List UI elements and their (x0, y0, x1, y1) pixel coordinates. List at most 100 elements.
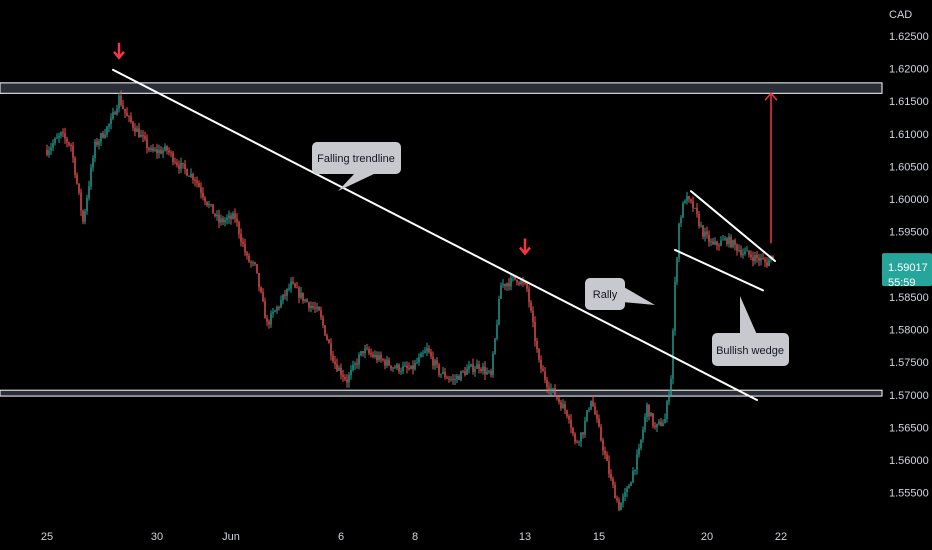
time-tick-label: 13 (519, 531, 531, 543)
trendline-2[interactable] (690, 190, 776, 262)
candle (624, 488, 626, 502)
candle (66, 136, 68, 148)
candle (60, 131, 62, 139)
time-tick-label: 25 (41, 531, 53, 543)
candle (234, 208, 236, 223)
candle (70, 143, 72, 152)
candle (480, 367, 482, 374)
candle (332, 350, 334, 364)
candle (604, 446, 606, 460)
candle (504, 283, 506, 290)
candle (476, 359, 478, 370)
candle (336, 358, 338, 372)
candle (568, 414, 570, 424)
candle (584, 416, 586, 438)
candle (744, 247, 746, 256)
candle (86, 194, 88, 215)
candle (140, 129, 142, 138)
horizontal-zone-1[interactable] (0, 82, 883, 94)
candle (660, 417, 662, 427)
candle (402, 361, 404, 374)
candle (404, 361, 406, 368)
candle (574, 432, 576, 445)
candle (144, 131, 146, 142)
candle (708, 230, 710, 247)
time-tick-label: 20 (701, 531, 713, 543)
candle (128, 115, 130, 123)
candle (380, 351, 382, 363)
candle (422, 350, 424, 358)
candle (544, 367, 546, 384)
trendline-1[interactable] (112, 68, 758, 401)
candle (212, 204, 214, 214)
price-axis[interactable]: CAD 1.625001.620001.615001.610001.605001… (889, 9, 929, 500)
candle (132, 120, 134, 132)
candle (742, 248, 744, 259)
candle (344, 374, 346, 381)
candle (612, 476, 614, 489)
horizontal-zone-2[interactable] (0, 389, 883, 397)
candle (512, 275, 514, 282)
candle (614, 481, 616, 499)
candle (74, 156, 76, 179)
candle (330, 338, 332, 361)
candle (242, 237, 244, 248)
candle (750, 250, 752, 261)
candle (366, 343, 368, 351)
candle (306, 298, 308, 303)
candle (94, 139, 96, 163)
candle (80, 188, 82, 216)
price-tick-label: 1.62500 (889, 31, 929, 43)
candle (726, 236, 728, 247)
price-tick-label: 1.58500 (889, 292, 929, 304)
candle (156, 143, 158, 159)
callout-bullish-wedge[interactable]: Bullish wedge (712, 296, 789, 366)
candle (596, 410, 598, 423)
time-axis[interactable]: 25 30 Jun 6 8 13 15 20 22 (41, 531, 787, 543)
candle (326, 333, 328, 341)
trendline-3[interactable] (674, 248, 764, 292)
candle (112, 107, 114, 121)
candle (154, 147, 156, 152)
candle (130, 112, 132, 124)
callout-falling-trendline[interactable]: Falling trendline (312, 142, 401, 191)
candle (54, 137, 56, 146)
candle (576, 439, 578, 444)
candle (572, 426, 574, 437)
candle (756, 250, 758, 263)
candle (260, 286, 262, 294)
candle (230, 212, 232, 225)
candle (176, 158, 178, 168)
price-tick-label: 1.58000 (889, 325, 929, 337)
candle (436, 357, 438, 368)
candle (420, 351, 422, 358)
candle (542, 365, 544, 372)
callout-rally[interactable]: Rally (585, 278, 655, 310)
candle (292, 276, 294, 285)
candle (98, 138, 100, 150)
candle (652, 412, 654, 429)
candle (722, 235, 724, 241)
candle (244, 238, 246, 256)
price-tick-label: 1.57500 (889, 357, 929, 369)
candle (118, 92, 120, 113)
candle (312, 301, 314, 310)
price-tick-label: 1.55500 (889, 488, 929, 500)
candle (696, 202, 698, 218)
candle (362, 351, 364, 357)
candle (462, 370, 464, 374)
candle (264, 297, 266, 319)
price-tick-label: 1.59500 (889, 227, 929, 239)
candle (442, 366, 444, 375)
candle (114, 110, 116, 115)
candle (206, 201, 208, 207)
candle (56, 133, 58, 139)
candle (626, 486, 628, 498)
time-tick-label: 30 (151, 531, 163, 543)
candle (600, 424, 602, 442)
candle (296, 281, 298, 289)
candle (72, 141, 74, 163)
candle (250, 260, 252, 268)
candle (758, 253, 760, 267)
